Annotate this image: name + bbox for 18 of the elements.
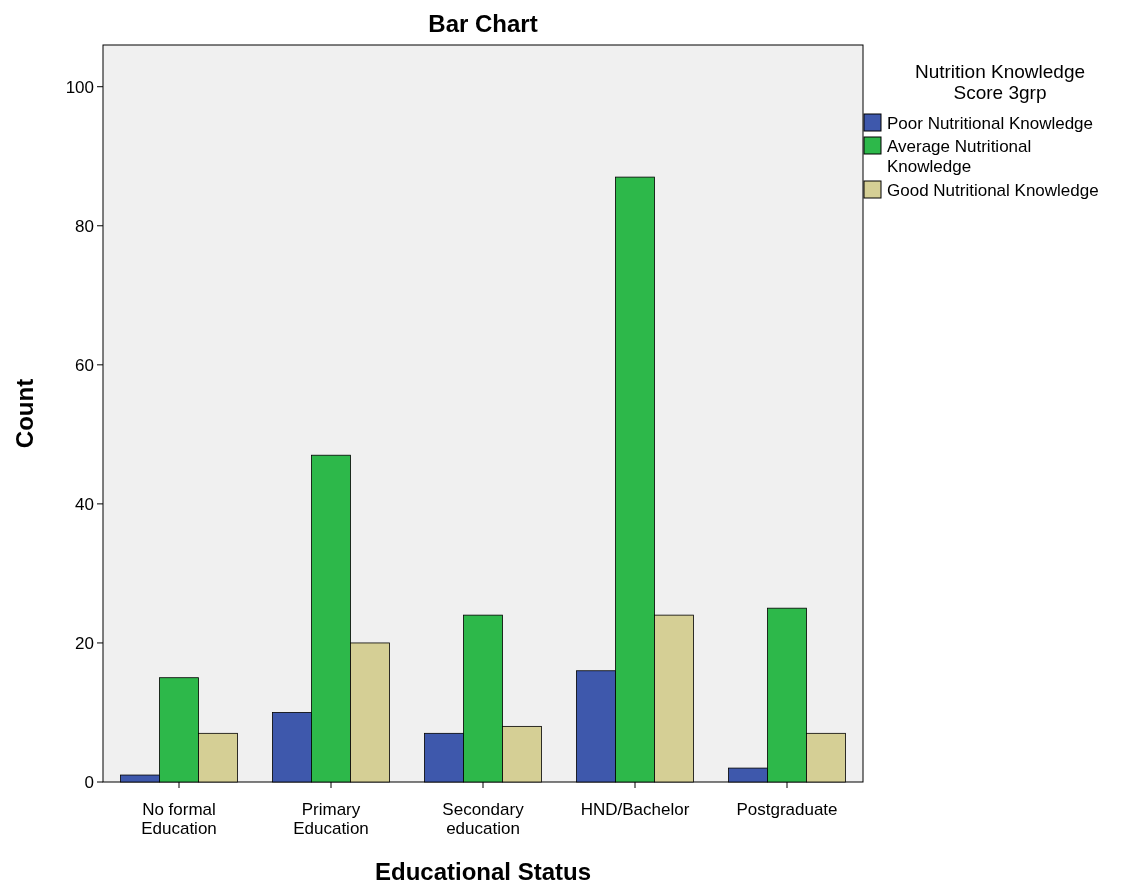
y-tick-label: 80 [75, 216, 94, 236]
y-tick-label: 100 [65, 77, 94, 97]
y-tick-label: 20 [75, 633, 94, 653]
y-tick-label: 60 [75, 355, 94, 375]
y-tick-label: 0 [84, 772, 94, 792]
x-axis-title: Educational Status [374, 858, 592, 885]
y-axis-title: Count [11, 378, 38, 449]
legend-label: Average Nutritional Knowledge [887, 137, 1032, 176]
legend-title: Nutrition Knowledge Score 3grp [914, 61, 1086, 103]
chart-title: Bar Chart [428, 10, 538, 37]
legend-label: Good Nutritional Knowledge [887, 181, 1099, 200]
x-tick-label: HND/Bachelor [580, 800, 690, 819]
x-tick-label: No formal Education [141, 800, 217, 838]
x-tick-label: Primary Education [293, 800, 369, 838]
x-tick-label: Secondary education [442, 800, 525, 838]
x-tick-label: Postgraduate [736, 800, 838, 819]
legend-label: Poor Nutritional Knowledge [887, 114, 1094, 133]
y-tick-label: 40 [75, 494, 94, 514]
